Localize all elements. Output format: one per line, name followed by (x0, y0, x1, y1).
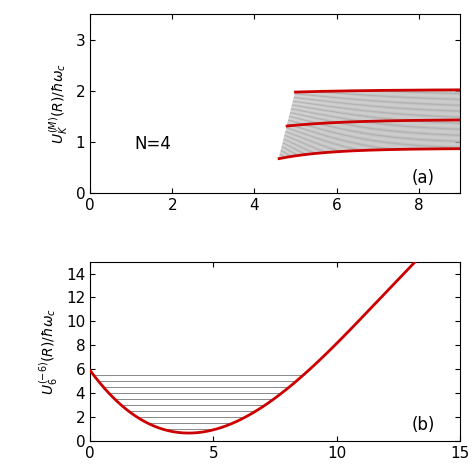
Text: N=4: N=4 (135, 135, 171, 153)
Text: (a): (a) (412, 169, 435, 187)
Text: (b): (b) (412, 416, 435, 434)
Y-axis label: $U_6^{(-6)}(R)/\hbar\omega_c$: $U_6^{(-6)}(R)/\hbar\omega_c$ (38, 308, 60, 395)
Y-axis label: $U_K^{(M)}(R)/\hbar\omega_c$: $U_K^{(M)}(R)/\hbar\omega_c$ (47, 64, 70, 145)
